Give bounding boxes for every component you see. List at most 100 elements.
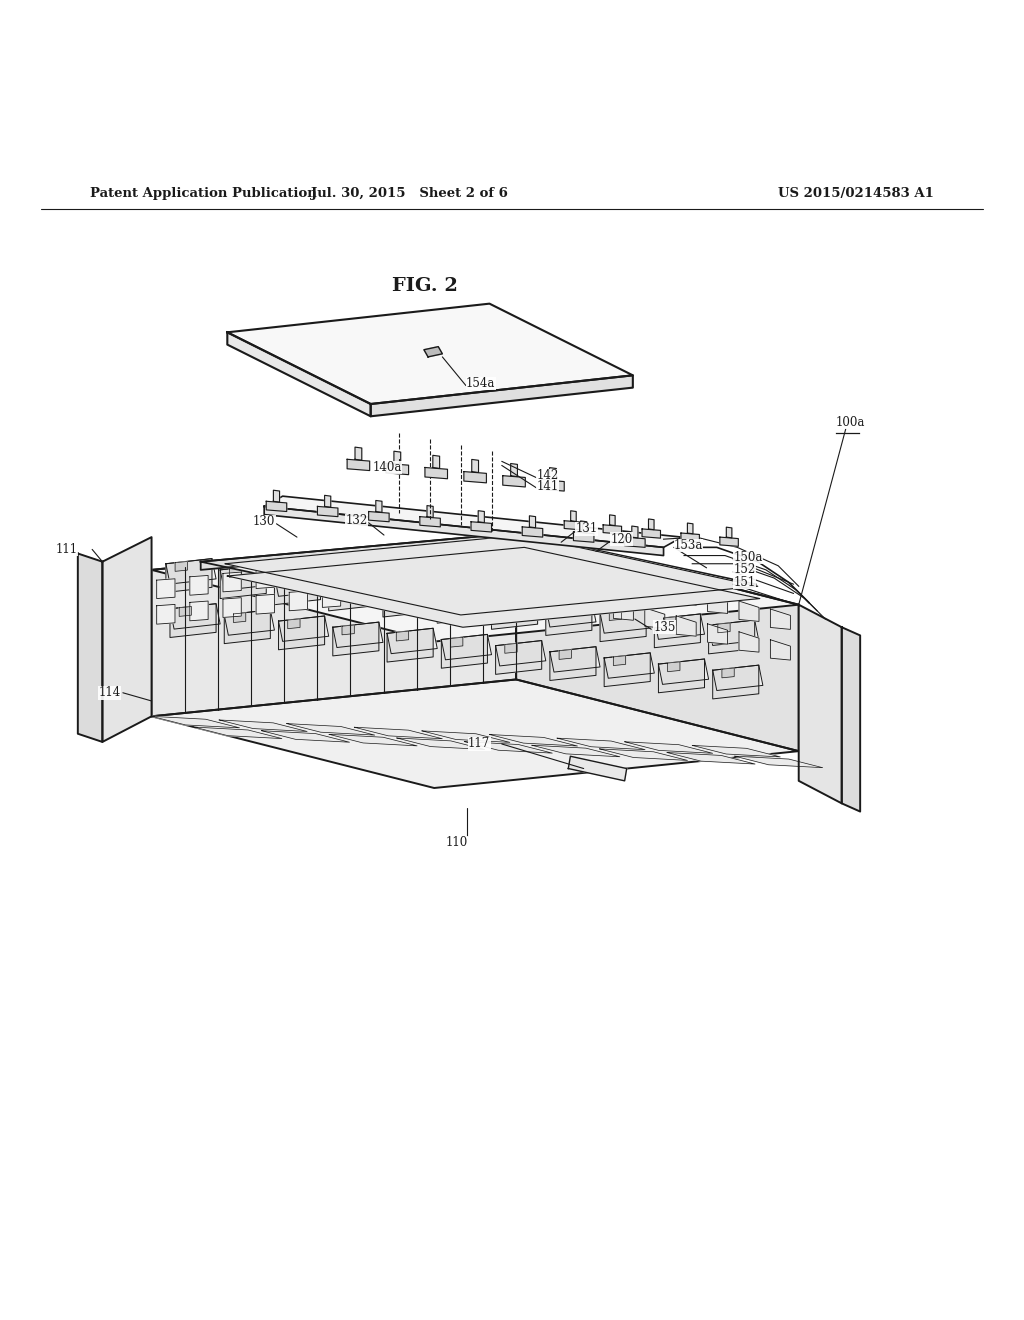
Polygon shape (770, 609, 791, 630)
Polygon shape (355, 558, 374, 578)
Polygon shape (441, 635, 492, 660)
Polygon shape (505, 643, 517, 653)
Polygon shape (667, 752, 755, 764)
Polygon shape (355, 447, 361, 461)
Polygon shape (396, 631, 409, 642)
Polygon shape (225, 535, 758, 615)
Polygon shape (654, 614, 705, 639)
Polygon shape (722, 668, 734, 677)
Polygon shape (389, 581, 407, 601)
Polygon shape (273, 490, 280, 502)
Polygon shape (464, 742, 552, 754)
Polygon shape (582, 591, 602, 612)
Polygon shape (478, 511, 484, 523)
Polygon shape (333, 622, 379, 656)
Polygon shape (546, 602, 592, 635)
Polygon shape (266, 502, 287, 512)
Polygon shape (451, 638, 463, 647)
Polygon shape (555, 605, 567, 614)
Polygon shape (842, 627, 860, 812)
Polygon shape (550, 647, 596, 681)
Polygon shape (189, 601, 208, 620)
Polygon shape (511, 463, 517, 477)
Polygon shape (692, 746, 780, 756)
Polygon shape (333, 622, 383, 648)
Polygon shape (287, 723, 375, 735)
Polygon shape (713, 665, 759, 698)
Polygon shape (264, 496, 682, 548)
Polygon shape (422, 578, 440, 598)
Polygon shape (288, 619, 300, 628)
Polygon shape (223, 598, 242, 618)
Polygon shape (718, 623, 730, 632)
Polygon shape (329, 577, 375, 611)
Polygon shape (376, 500, 382, 512)
Polygon shape (582, 561, 602, 582)
Polygon shape (603, 525, 622, 535)
Polygon shape (496, 640, 546, 665)
Polygon shape (645, 609, 665, 628)
Polygon shape (427, 506, 433, 517)
Polygon shape (531, 746, 620, 756)
Polygon shape (227, 333, 371, 416)
Polygon shape (488, 570, 507, 590)
Polygon shape (420, 516, 440, 527)
Polygon shape (492, 595, 542, 620)
Polygon shape (201, 533, 756, 612)
Polygon shape (394, 451, 400, 465)
Polygon shape (668, 661, 680, 672)
Polygon shape (355, 585, 374, 605)
Polygon shape (166, 558, 212, 593)
Polygon shape (529, 516, 536, 528)
Polygon shape (658, 659, 705, 693)
Polygon shape (604, 653, 650, 686)
Polygon shape (522, 527, 543, 537)
Polygon shape (256, 569, 274, 589)
Polygon shape (625, 537, 645, 548)
Polygon shape (550, 647, 600, 672)
Polygon shape (433, 455, 439, 469)
Polygon shape (274, 572, 321, 605)
Polygon shape (516, 533, 799, 751)
Polygon shape (175, 561, 187, 572)
Polygon shape (342, 624, 354, 635)
Polygon shape (437, 589, 483, 623)
Polygon shape (78, 553, 102, 742)
Polygon shape (519, 545, 540, 566)
Polygon shape (600, 607, 650, 634)
Polygon shape (645, 577, 665, 598)
Polygon shape (551, 583, 570, 605)
Polygon shape (676, 616, 696, 636)
Text: 151: 151 (733, 576, 756, 589)
Polygon shape (166, 558, 216, 583)
Polygon shape (424, 347, 442, 356)
Polygon shape (557, 738, 645, 750)
Polygon shape (422, 731, 510, 742)
Polygon shape (492, 595, 538, 630)
Polygon shape (369, 512, 389, 521)
Polygon shape (194, 727, 282, 739)
Polygon shape (604, 653, 654, 678)
Text: 150a: 150a (733, 552, 763, 564)
Text: 131: 131 (575, 523, 598, 536)
Polygon shape (325, 495, 331, 507)
Polygon shape (446, 593, 459, 602)
Polygon shape (354, 727, 442, 739)
Polygon shape (256, 594, 274, 614)
Polygon shape (170, 603, 216, 638)
Text: 110: 110 (445, 836, 468, 849)
Polygon shape (152, 533, 799, 642)
Polygon shape (503, 475, 525, 487)
Polygon shape (551, 553, 570, 574)
Polygon shape (519, 576, 540, 597)
Polygon shape (170, 603, 220, 630)
Polygon shape (152, 533, 516, 717)
Polygon shape (709, 620, 759, 645)
Polygon shape (347, 459, 370, 470)
Polygon shape (734, 756, 822, 768)
Polygon shape (396, 738, 484, 750)
Polygon shape (455, 549, 473, 569)
Polygon shape (383, 583, 433, 609)
Polygon shape (600, 607, 646, 642)
Polygon shape (708, 593, 728, 614)
